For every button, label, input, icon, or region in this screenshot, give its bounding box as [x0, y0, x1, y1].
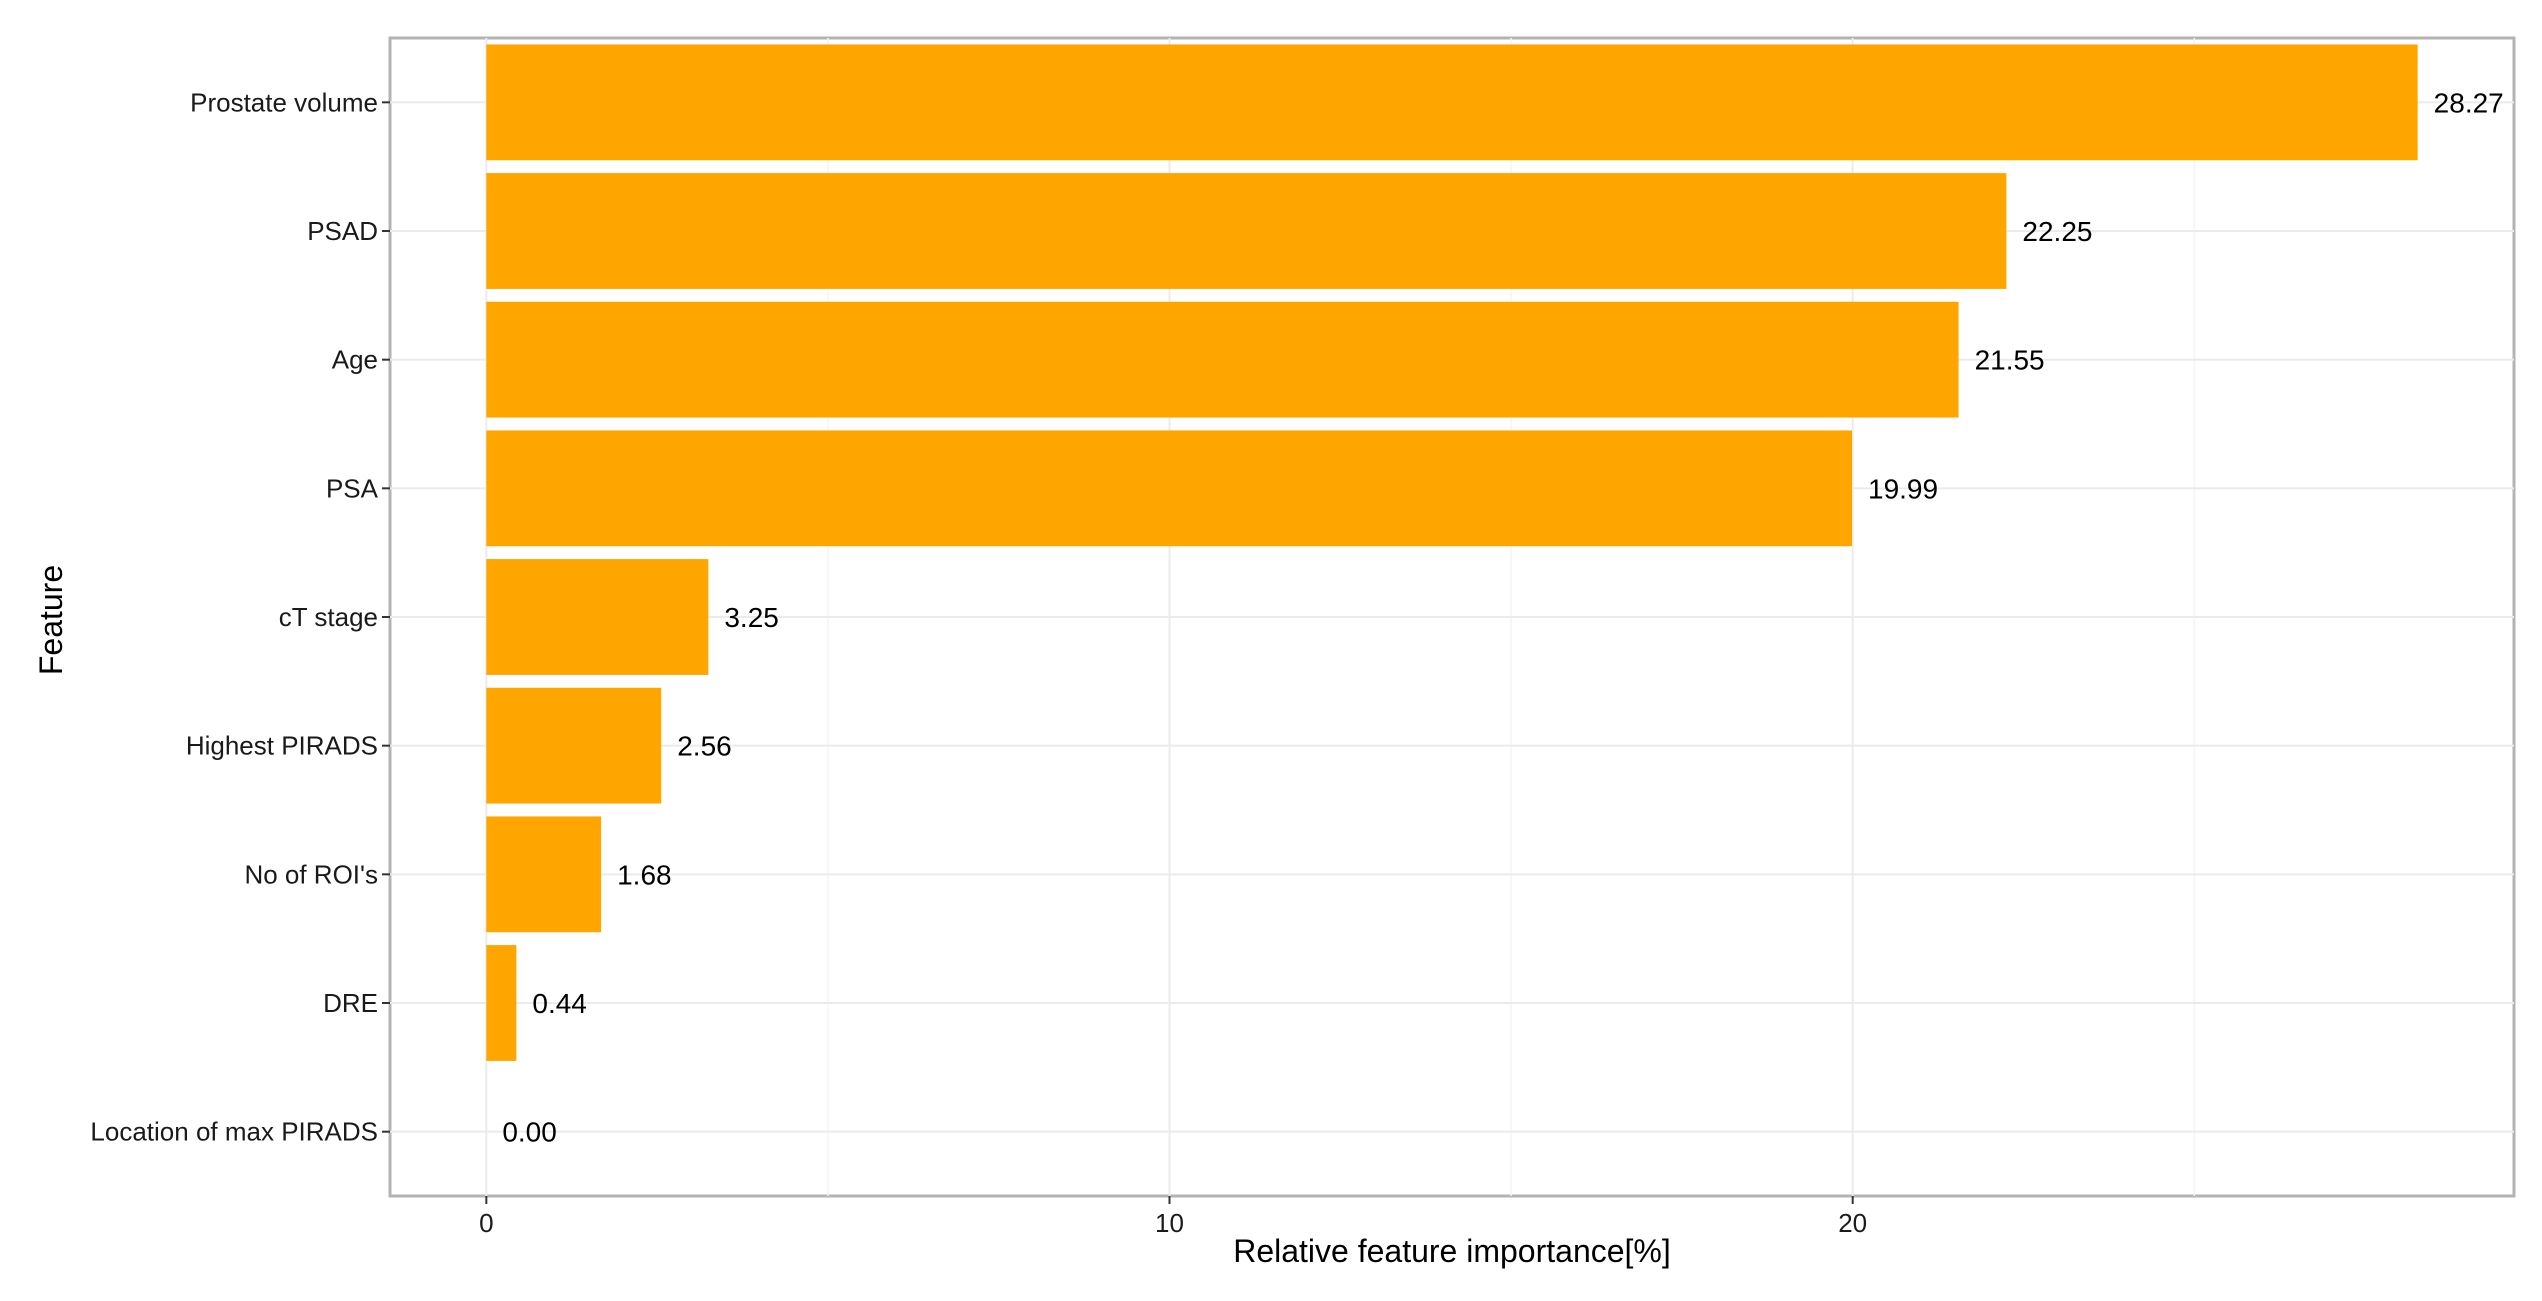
- bar: [486, 430, 1853, 547]
- y-tick-label: Prostate volume: [190, 87, 378, 117]
- x-axis-title: Relative feature importance[%]: [1233, 1233, 1671, 1269]
- y-tick-label: Highest PIRADS: [186, 731, 378, 761]
- data-label: 2.56: [677, 731, 732, 762]
- data-label: 0.44: [532, 988, 587, 1019]
- x-tick-label: 20: [1838, 1208, 1867, 1238]
- data-label: 22.25: [2022, 216, 2092, 247]
- data-label: 21.55: [1975, 345, 2045, 376]
- data-label: 1.68: [617, 859, 672, 890]
- bar: [486, 173, 2007, 289]
- y-tick-label: Age: [332, 345, 378, 375]
- bar: [486, 816, 602, 933]
- bar: [486, 945, 517, 1061]
- y-tick-label: Location of max PIRADS: [90, 1117, 378, 1147]
- data-label: 28.27: [2434, 87, 2504, 118]
- x-tick-label: 0: [479, 1208, 493, 1238]
- bar: [486, 44, 2418, 161]
- y-tick-label: cT stage: [279, 602, 378, 632]
- data-label: 19.99: [1868, 473, 1938, 504]
- data-label: 3.25: [724, 602, 779, 633]
- y-tick-label: DRE: [323, 988, 378, 1018]
- y-tick-label: PSAD: [307, 216, 378, 246]
- bar: [486, 687, 662, 804]
- y-tick-label: No of ROI's: [244, 859, 378, 889]
- bars: [486, 44, 2418, 1061]
- bar: [486, 559, 709, 675]
- bar: [486, 301, 1959, 418]
- x-axis: 0 10 20: [479, 1196, 1867, 1238]
- y-axis-title: Feature: [33, 565, 69, 675]
- y-axis: Prostate volume PSAD Age PSA cT stage Highest…: [90, 87, 390, 1147]
- data-labels: 28.27 22.25 21.55 19.99 3.25 2.56 1.68 0.44 0.00: [502, 87, 2503, 1147]
- data-label: 0.00: [502, 1117, 557, 1148]
- x-tick-label: 10: [1155, 1208, 1184, 1238]
- y-tick-label: PSA: [326, 473, 379, 503]
